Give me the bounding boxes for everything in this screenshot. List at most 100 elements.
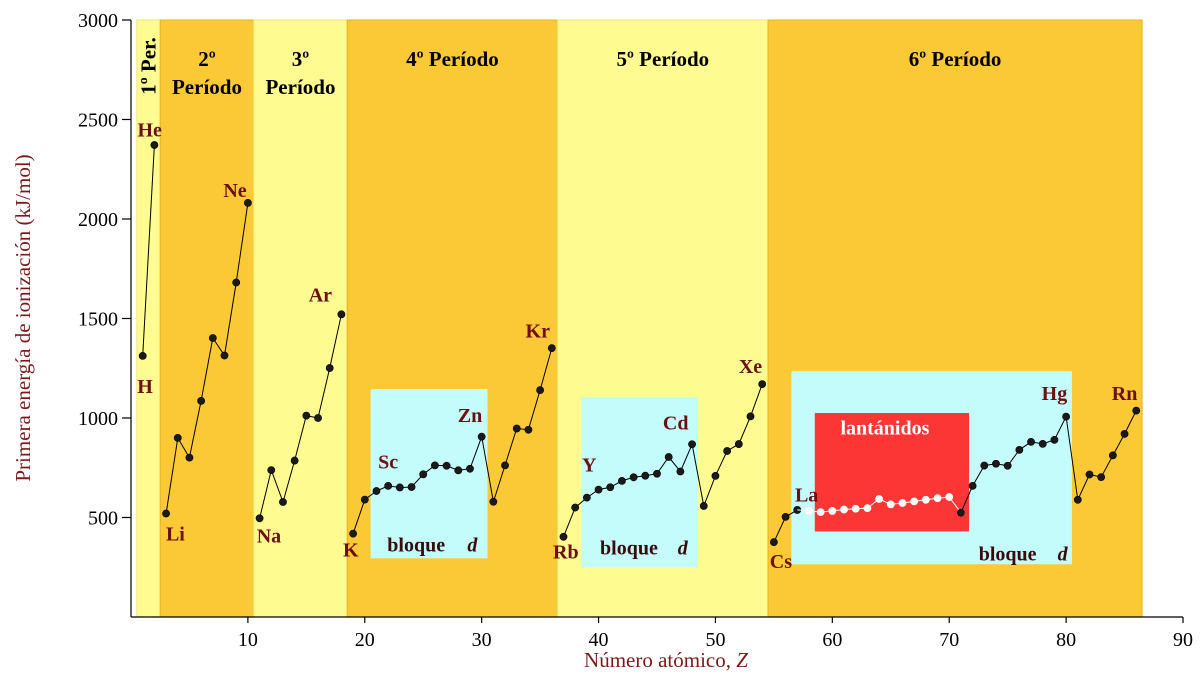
data-point — [571, 503, 580, 512]
lanthanide-point — [898, 499, 907, 507]
d-block-label-var: d — [1058, 543, 1069, 565]
data-point — [1038, 439, 1047, 448]
data-point — [629, 473, 638, 482]
d-block-label-var: d — [467, 534, 478, 556]
element-label: Zn — [458, 405, 482, 427]
data-point — [1097, 473, 1106, 482]
data-point — [466, 464, 474, 473]
data-point — [407, 483, 416, 491]
data-point — [1085, 470, 1094, 479]
x-axis-variable: Z — [736, 648, 748, 672]
lanthanide-point — [921, 495, 930, 504]
period-band — [159, 19, 255, 618]
element-label: Ar — [309, 285, 332, 307]
data-point — [968, 481, 977, 490]
y-tick-label: 1500 — [78, 309, 118, 331]
lanthanide-point — [840, 505, 848, 514]
data-point — [769, 538, 778, 547]
data-point — [454, 466, 463, 475]
series-line — [960, 410, 1137, 513]
data-point — [653, 469, 661, 478]
d-block-region — [581, 397, 698, 568]
data-point — [1015, 445, 1024, 454]
period-label: 6º Período — [909, 47, 1002, 71]
data-point — [360, 495, 369, 504]
lanthanide-point — [933, 494, 942, 503]
element-label: Xe — [739, 356, 762, 378]
data-point — [384, 481, 393, 490]
data-point — [547, 344, 556, 353]
x-tick-label: 40 — [589, 629, 609, 651]
d-block-label: bloque — [979, 543, 1037, 565]
data-point — [1132, 406, 1141, 415]
data-point — [524, 425, 533, 434]
data-point — [314, 414, 322, 422]
data-point — [1027, 437, 1035, 446]
data-point — [758, 380, 767, 389]
element-label: Rn — [1112, 383, 1138, 405]
lanthanide-point — [910, 497, 919, 506]
data-point — [501, 461, 509, 470]
element-label: Hg — [1042, 383, 1068, 405]
x-tick-label: 70 — [939, 629, 959, 651]
y-tick-label: 2500 — [78, 110, 118, 132]
data-series — [138, 141, 1141, 547]
lanthanide-point — [875, 495, 883, 503]
period-label: 4º Período — [406, 47, 499, 71]
y-tick-label: 500 — [88, 508, 118, 530]
element-label: He — [137, 119, 162, 141]
element-label: Na — [257, 525, 281, 547]
y-tick-label: 2000 — [78, 209, 118, 231]
data-point — [1108, 451, 1117, 460]
data-point — [688, 440, 696, 449]
data-point — [618, 476, 626, 485]
axis-titles: Número atómico, Z Primera energía de ion… — [11, 154, 748, 672]
data-point — [150, 141, 159, 149]
data-point — [138, 352, 147, 360]
period-label: 5º Período — [617, 47, 710, 71]
x-tick-label: 50 — [705, 629, 725, 651]
data-point — [255, 514, 264, 523]
data-point — [781, 513, 790, 521]
d-block-label: bloque — [387, 534, 445, 556]
data-point — [489, 497, 498, 506]
data-point — [699, 502, 708, 510]
x-tick-label: 80 — [1056, 629, 1076, 651]
x-axis-title: Número atómico, Z — [584, 648, 748, 672]
data-point — [1003, 461, 1012, 470]
lanthanide-point — [945, 493, 954, 501]
axis-ticks: 500 1000 1500 2000 2500 3000 10 20 30 40 50 60 70 80 9… — [78, 10, 1193, 651]
d-block-label: bloque — [600, 537, 658, 559]
period-labels: 1º Per. 2º Período 3º Período 4º Período 5º Pe… — [137, 37, 1002, 99]
x-tick-label: 60 — [822, 629, 842, 651]
data-point — [582, 493, 591, 502]
element-label: Cd — [663, 413, 689, 435]
element-label: Sc — [378, 452, 398, 474]
data-point — [1120, 430, 1129, 438]
x-tick-label: 30 — [472, 629, 492, 651]
data-point — [512, 424, 521, 433]
data-point — [173, 433, 182, 442]
period-label-sub: Período — [172, 75, 242, 99]
data-point — [957, 508, 965, 517]
data-point — [676, 467, 685, 476]
data-point — [664, 453, 673, 461]
data-point — [279, 498, 287, 506]
y-tick-label: 1000 — [78, 408, 118, 430]
element-label: K — [343, 539, 359, 561]
period-label: 2º — [198, 47, 216, 71]
data-point — [442, 461, 451, 470]
period-band — [136, 19, 161, 618]
lanthanide-point — [828, 507, 837, 515]
series-line — [259, 314, 342, 519]
data-point — [734, 440, 743, 448]
period-label-sub: Período — [265, 75, 335, 99]
element-label: Li — [166, 523, 185, 545]
data-point — [197, 396, 206, 405]
data-point — [372, 487, 381, 495]
data-point — [1073, 495, 1082, 504]
period-band — [253, 19, 348, 618]
data-point — [243, 198, 252, 207]
